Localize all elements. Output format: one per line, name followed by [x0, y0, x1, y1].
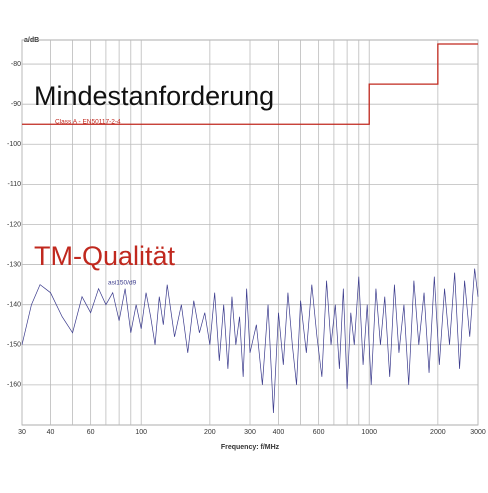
x-tick-label: 100	[135, 429, 147, 436]
y-tick-label: -130	[7, 261, 21, 268]
x-tick-label: 30	[18, 429, 26, 436]
y-tick-label: -120	[7, 221, 21, 228]
x-tick-label: 400	[273, 429, 285, 436]
x-tick-label: 40	[47, 429, 55, 436]
x-tick-label: 3000	[470, 429, 486, 436]
annotation: TM-Qualität	[34, 241, 176, 271]
x-tick-label: 200	[204, 429, 216, 436]
y-tick-label: -160	[7, 382, 21, 389]
x-tick-label: 600	[313, 429, 325, 436]
data-line	[21, 268, 479, 413]
y-tick-label: -90	[11, 101, 21, 108]
x-tick-label: 2000	[430, 429, 446, 436]
y-tick-label: -100	[7, 141, 21, 148]
x-tick-label: 300	[244, 429, 256, 436]
annotation: asi150/d9	[108, 280, 137, 287]
x-tick-label: 60	[87, 429, 95, 436]
y-tick-label: -110	[8, 181, 22, 188]
annotation: Mindestanforderung	[34, 81, 274, 111]
annotation: Class A - EN50117-2-4	[55, 119, 121, 126]
x-tick-label: 1000	[361, 429, 377, 436]
y-tick-label: -150	[7, 342, 21, 349]
x-axis-label: Frequency: f/MHz	[221, 444, 280, 451]
data-line	[22, 43, 478, 125]
y-tick-label: -80	[11, 61, 21, 68]
y-tick-label: -140	[7, 302, 21, 309]
